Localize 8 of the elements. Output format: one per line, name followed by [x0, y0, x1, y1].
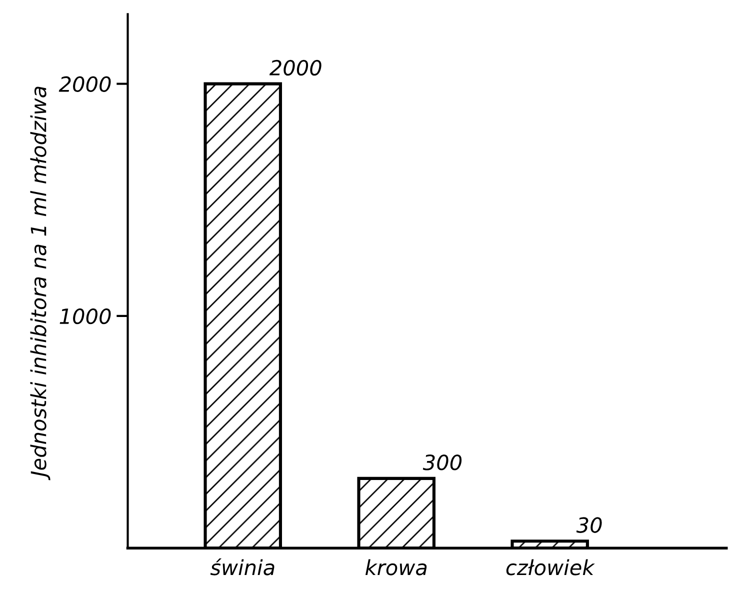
y-axis-title: Jednostki inhibitora na 1 ml młodziwa	[30, 86, 50, 480]
data-label: 2000	[269, 60, 322, 76]
data-label: 300	[422, 454, 462, 470]
data-label: 30	[576, 517, 602, 533]
x-tick-label: człowiek	[506, 559, 595, 576]
x-tick-label: krowa	[365, 559, 427, 576]
y-tick-label: 1000	[60, 308, 111, 324]
x-tick-label: świnia	[210, 558, 274, 576]
